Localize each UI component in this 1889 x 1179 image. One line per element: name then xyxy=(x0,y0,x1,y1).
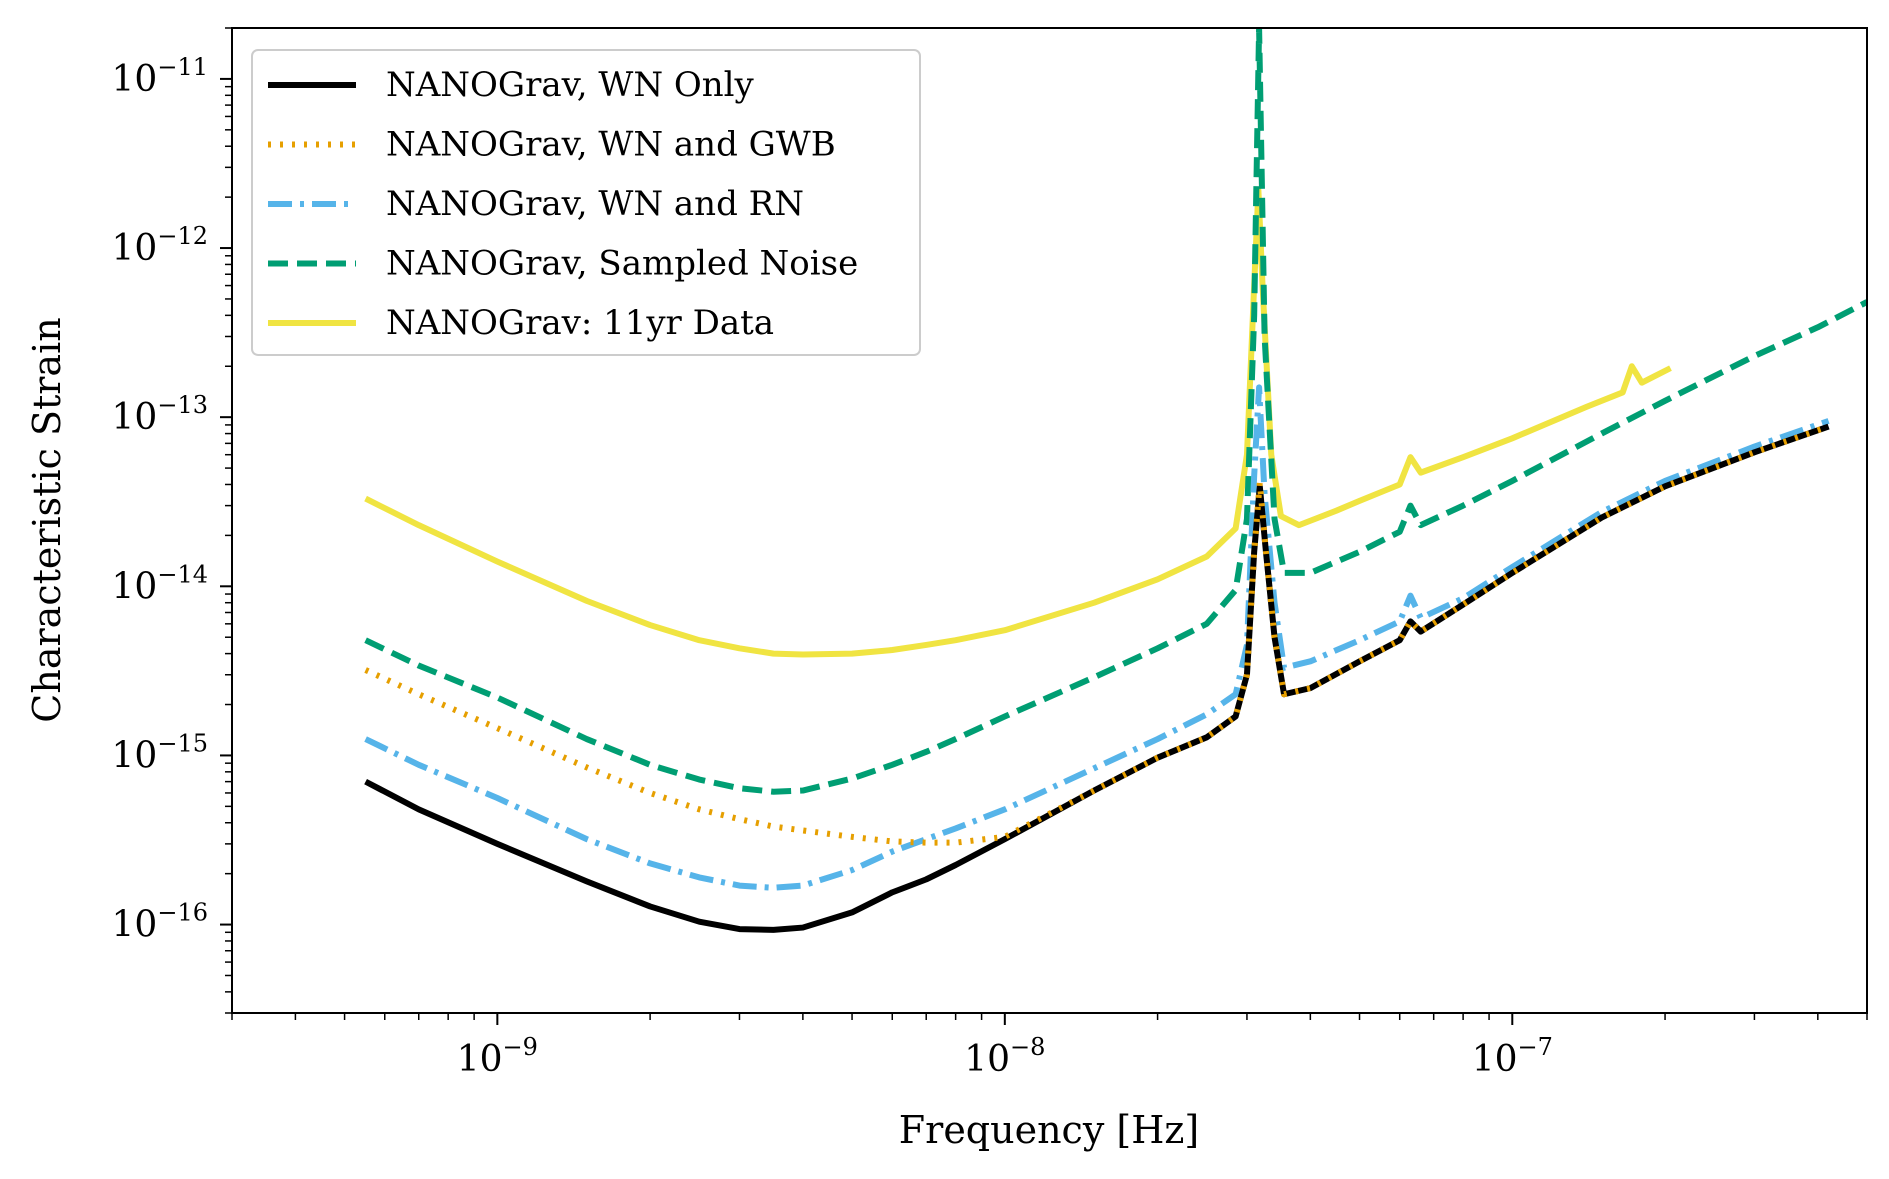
series-layer xyxy=(364,28,1867,933)
x-axis-ticks: 10−9 10−8 10−7 xyxy=(231,1013,1868,1080)
series-line-3 xyxy=(364,384,1830,891)
legend-box xyxy=(251,49,921,356)
y-axis-ticks: 10−16 10−15 10−14 10−13 10−12 10−11 xyxy=(112,27,232,1014)
series-line-4 xyxy=(364,28,1867,795)
x-tick-label: 10−9 xyxy=(457,1033,538,1080)
y-tick-label: 10−16 xyxy=(112,899,208,946)
x-tick-label: 10−7 xyxy=(1472,1033,1553,1080)
legend: NANOGrav, WN Only NANOGrav, WN and GWB NAN… xyxy=(251,49,921,356)
x-axis-title: Frequency [Hz] xyxy=(899,1108,1199,1152)
y-tick-label: 10−13 xyxy=(112,391,208,438)
series-line-1 xyxy=(364,423,1830,933)
legend-label-3: NANOGrav, WN and RN xyxy=(386,184,804,224)
plot-frame xyxy=(231,27,1868,1014)
y-tick-label: 10−12 xyxy=(112,222,208,269)
y-tick-label: 10−14 xyxy=(112,560,208,607)
legend-label-4: NANOGrav, Sampled Noise xyxy=(386,244,858,284)
y-tick-label: 10−11 xyxy=(112,53,208,100)
x-tick-label: 10−8 xyxy=(964,1033,1045,1080)
legend-label-2: NANOGrav, WN and GWB xyxy=(386,125,836,165)
legend-label-5: NANOGrav: 11yr Data xyxy=(386,303,774,343)
y-axis-title: Characteristic Strain xyxy=(25,317,69,722)
legend-label-1: NANOGrav, WN Only xyxy=(386,65,755,105)
series-line-2 xyxy=(364,423,1830,846)
y-tick-label: 10−15 xyxy=(112,729,208,776)
